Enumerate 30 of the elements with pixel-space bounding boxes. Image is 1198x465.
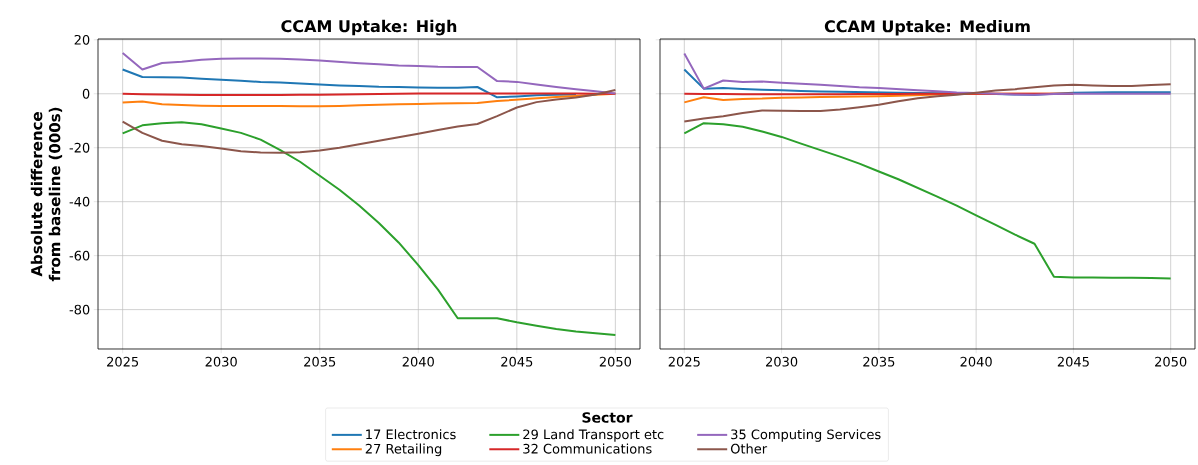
x-tick-label: 2045 bbox=[1057, 356, 1089, 367]
line-series bbox=[121, 68, 577, 99]
y-tick-label: 20 bbox=[74, 34, 90, 45]
y-tick-label: -20 bbox=[69, 142, 90, 153]
x-tick-label: 2050 bbox=[1155, 356, 1187, 367]
chart-title: CCAM Uptake: Medium bbox=[824, 19, 1030, 36]
x-tick-label: 2035 bbox=[863, 356, 895, 367]
legend-label: 29 Land Transport etc bbox=[523, 429, 664, 442]
x-tick-label: 2050 bbox=[599, 356, 632, 367]
x-tick-label: 2030 bbox=[766, 356, 798, 367]
y-tick-label: -80 bbox=[69, 304, 90, 315]
chart-title: CCAM Uptake: High bbox=[281, 19, 457, 36]
y-tick-label: 0 bbox=[82, 88, 90, 99]
legend-label: 35 Computing Services bbox=[731, 429, 881, 442]
legend-label: 32 Communications bbox=[523, 443, 652, 454]
line-series bbox=[121, 88, 617, 154]
x-tick-label: 2045 bbox=[501, 356, 533, 367]
y-axis-title: Absolute difference from baseline (000s) bbox=[30, 107, 63, 282]
x-tick-label: 2040 bbox=[960, 356, 992, 367]
x-tick-label: 2040 bbox=[402, 356, 434, 367]
legend-label: Other bbox=[730, 443, 768, 454]
x-tick-label: 2025 bbox=[107, 356, 139, 367]
x-tick-label: 2030 bbox=[205, 356, 237, 367]
y-tick-label: -40 bbox=[69, 196, 90, 207]
y-tick-label: -60 bbox=[69, 250, 90, 261]
legend-label: 27 Retailing bbox=[365, 443, 442, 457]
legend-title: Sector bbox=[582, 412, 633, 423]
x-tick-label: 2025 bbox=[668, 356, 700, 367]
x-tick-label: 2035 bbox=[304, 356, 336, 367]
legend-label: 17 Electronics bbox=[366, 429, 456, 440]
